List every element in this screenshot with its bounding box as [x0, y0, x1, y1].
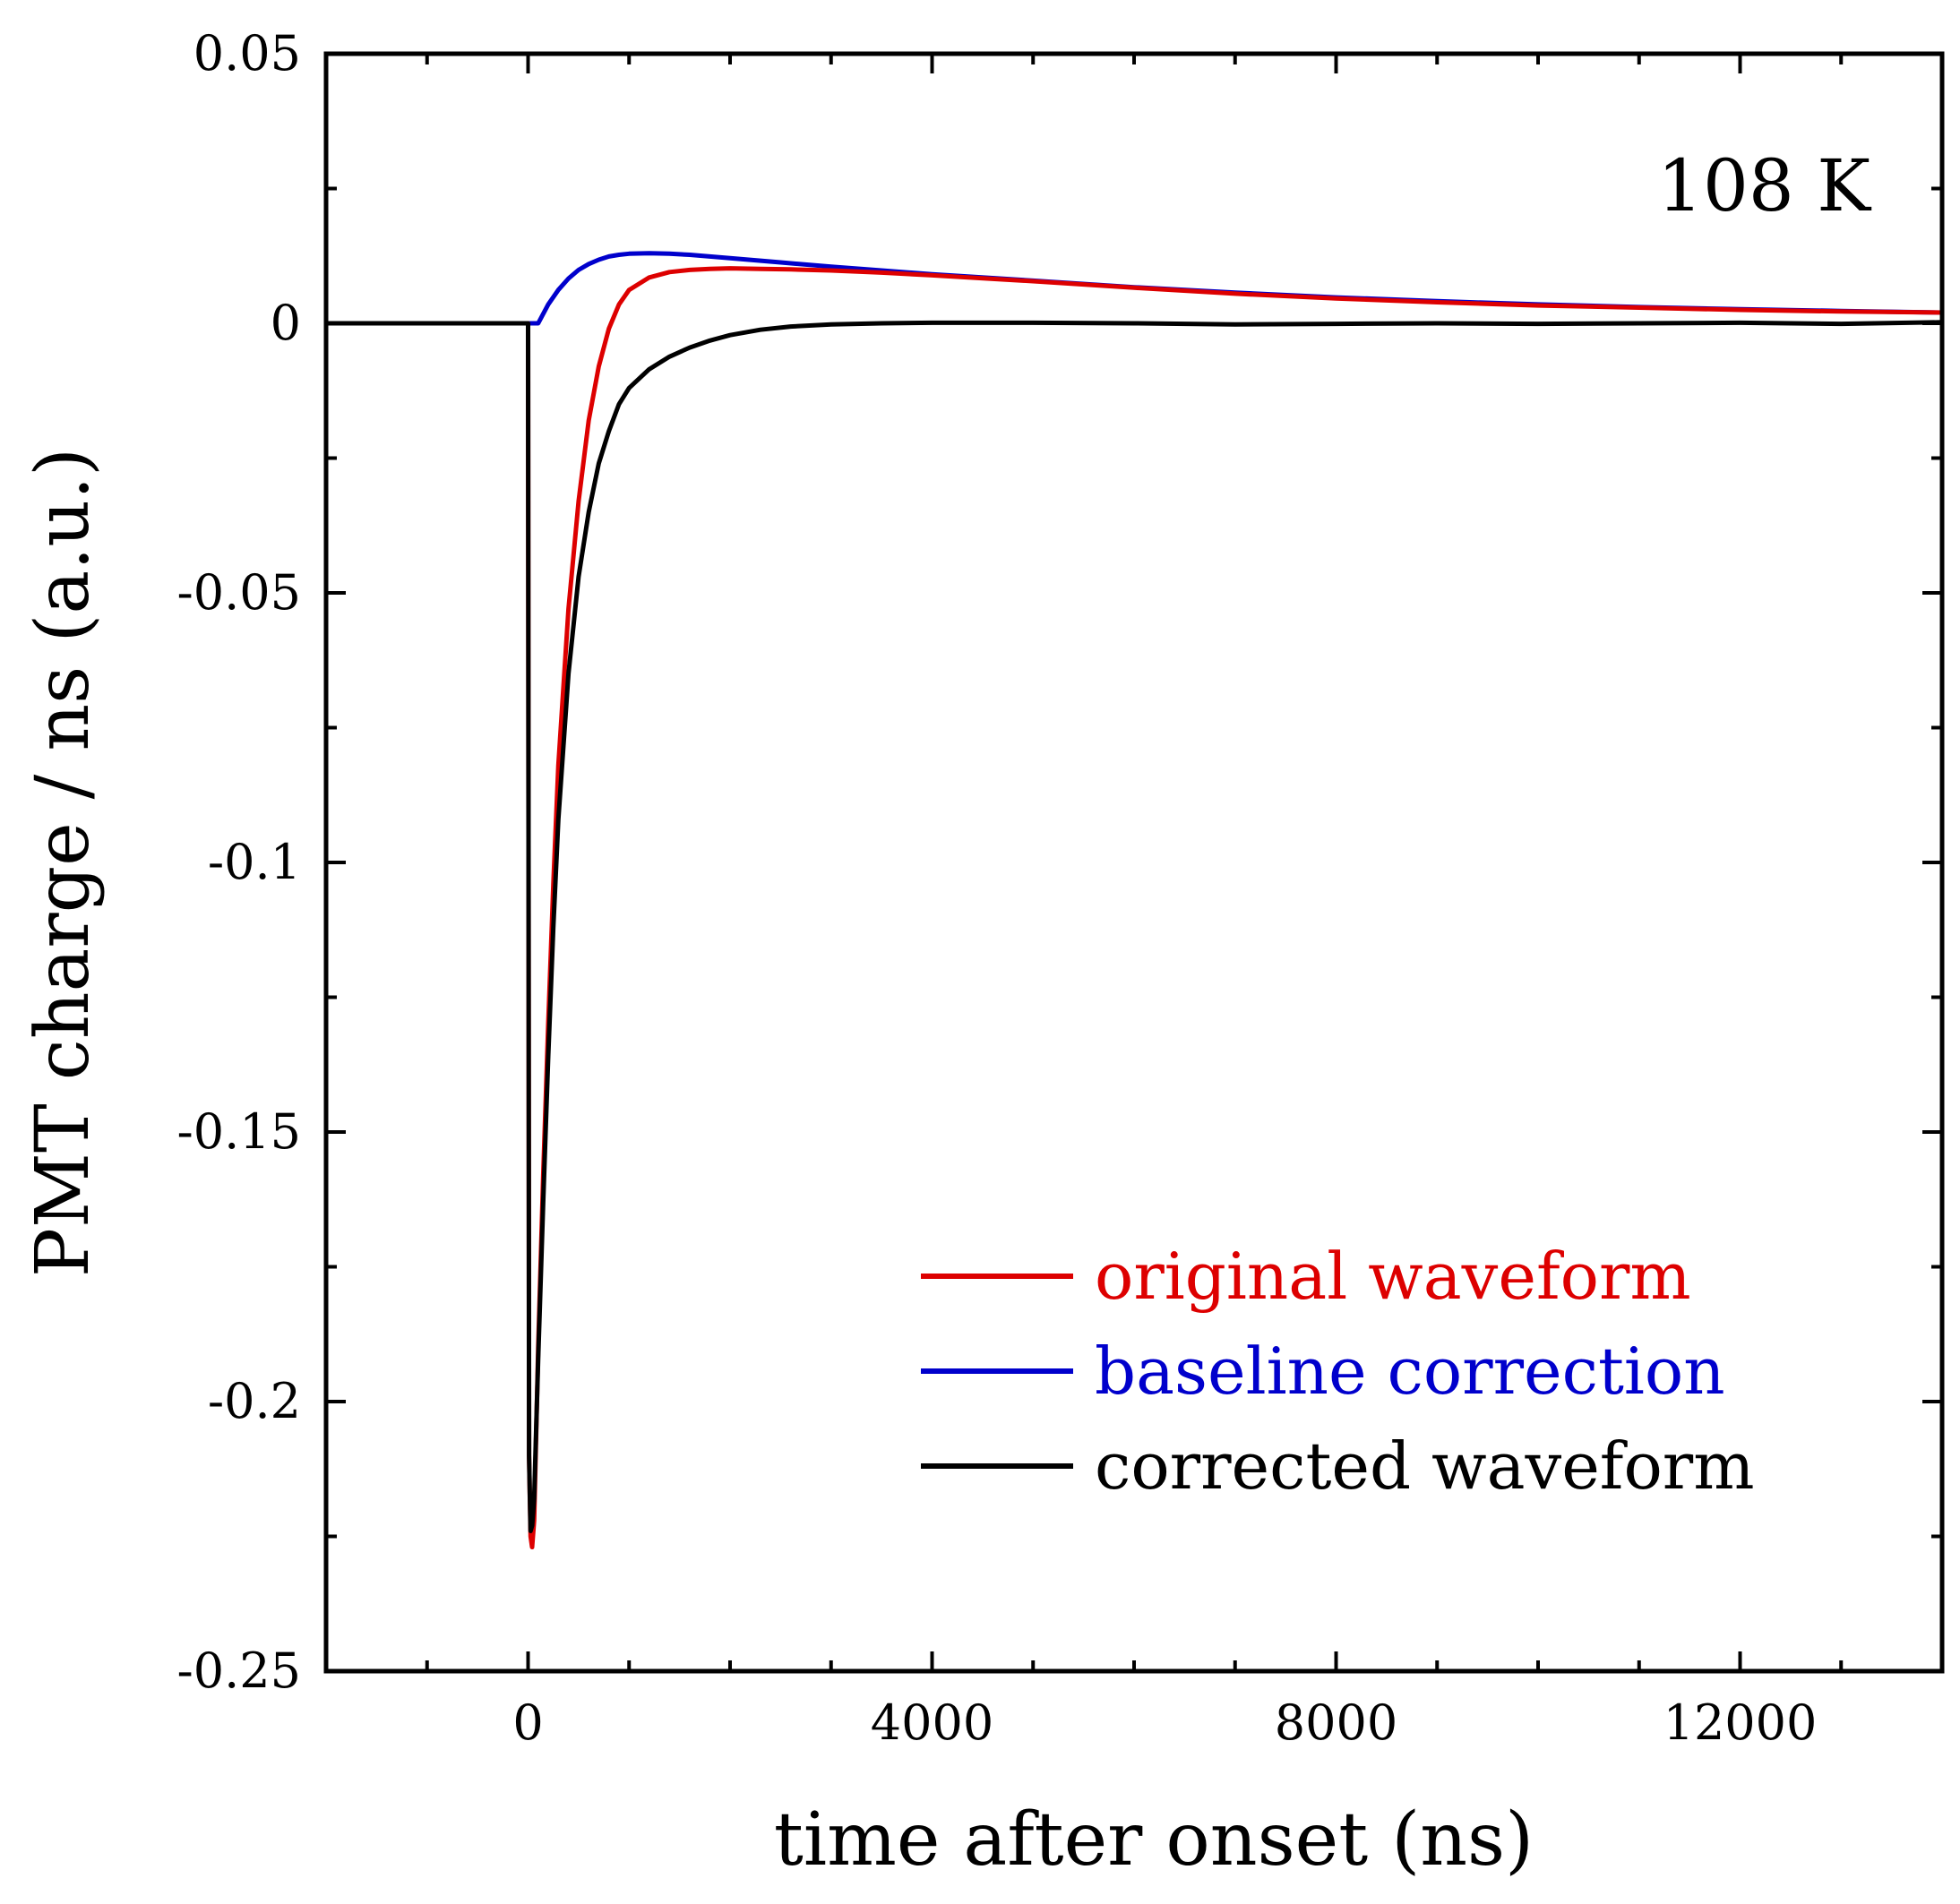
x-tick-label: 8000: [1275, 1694, 1397, 1751]
temperature-annotation: 108 K: [1657, 144, 1871, 227]
x-tick-label: 12000: [1663, 1694, 1818, 1751]
legend-label-corrected: corrected waveform: [1095, 1428, 1755, 1504]
x-tick-label: 4000: [871, 1694, 993, 1751]
series-layer: [326, 251, 1942, 1549]
y-tick-label: -0.25: [177, 1642, 301, 1699]
y-axis-title: PMT charge / ns (a.u.): [21, 448, 106, 1277]
y-tick-label: -0.05: [177, 564, 301, 621]
legend: original waveform baseline correction co…: [921, 1239, 1755, 1504]
y-tick-labels: 0.05 0 -0.05 -0.1 -0.15 -0.2 -0.25: [177, 25, 301, 1699]
x-tick-label: 0: [512, 1694, 543, 1751]
legend-label-baseline: baseline correction: [1095, 1334, 1725, 1409]
y-tick-label: -0.2: [208, 1373, 301, 1429]
y-tick-label: 0.05: [193, 25, 301, 81]
x-tick-labels: 0 4000 8000 12000: [512, 1694, 1817, 1751]
legend-label-original: original waveform: [1095, 1239, 1691, 1314]
y-tick-label: -0.15: [177, 1103, 301, 1160]
series-corrected-waveform: [326, 320, 1942, 1533]
y-tick-label: -0.1: [208, 834, 301, 890]
plot-frame: [323, 51, 1945, 1674]
x-axis-title: time after onset (ns): [774, 1797, 1534, 1883]
y-tick-label: 0: [271, 295, 301, 351]
